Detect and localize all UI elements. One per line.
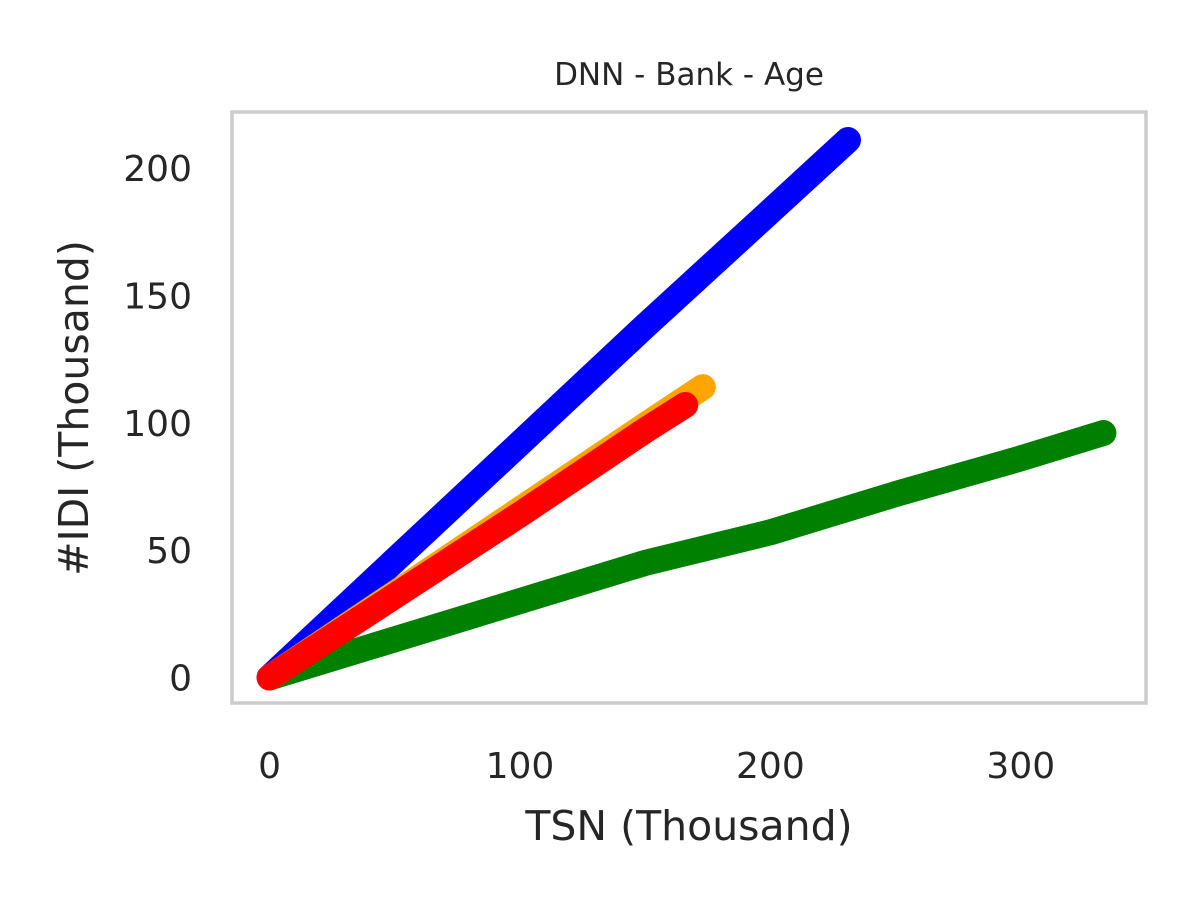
y-axis-label: #IDI (Thousand) xyxy=(50,240,98,576)
chart-title: DNN - Bank - Age xyxy=(554,57,824,93)
y-tick-labels: 0 50 100 150 200 xyxy=(123,149,192,699)
y-tick-label: 100 xyxy=(123,404,192,445)
x-tick-label: 200 xyxy=(736,746,805,787)
y-tick-label: 50 xyxy=(146,531,192,572)
series-line-green xyxy=(256,420,1117,691)
y-tick-label: 0 xyxy=(169,659,192,700)
x-tick-label: 0 xyxy=(258,746,281,787)
series-line-blue xyxy=(256,127,861,691)
x-axis-label: TSN (Thousand) xyxy=(524,802,852,850)
series-line-red xyxy=(256,392,699,691)
x-tick-label: 100 xyxy=(486,746,555,787)
y-tick-label: 150 xyxy=(123,276,192,317)
x-tick-labels: 0 100 200 300 xyxy=(258,746,1055,787)
x-tick-label: 300 xyxy=(986,746,1055,787)
series-layer xyxy=(256,127,1117,691)
y-tick-label: 200 xyxy=(123,149,192,190)
